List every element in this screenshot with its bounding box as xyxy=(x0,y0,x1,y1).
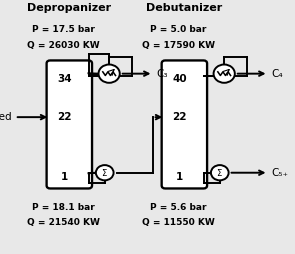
Text: C₃: C₃ xyxy=(156,69,168,79)
Text: Debutanizer: Debutanizer xyxy=(146,3,222,12)
Text: 1: 1 xyxy=(176,172,183,182)
Text: P = 18.1 bar: P = 18.1 bar xyxy=(32,203,95,212)
Text: Q = 26030 KW: Q = 26030 KW xyxy=(27,41,100,50)
Circle shape xyxy=(214,65,235,83)
Circle shape xyxy=(211,165,229,180)
Text: 34: 34 xyxy=(58,74,72,84)
Text: Depropanizer: Depropanizer xyxy=(27,3,112,12)
Text: P = 5.6 bar: P = 5.6 bar xyxy=(150,203,207,212)
Text: P = 5.0 bar: P = 5.0 bar xyxy=(150,25,207,34)
Text: C₄: C₄ xyxy=(271,69,283,79)
FancyBboxPatch shape xyxy=(47,60,92,188)
Text: P = 17.5 bar: P = 17.5 bar xyxy=(32,25,95,34)
Text: $\Sigma$: $\Sigma$ xyxy=(216,167,223,178)
Circle shape xyxy=(99,65,120,83)
Text: 40: 40 xyxy=(173,74,187,84)
FancyBboxPatch shape xyxy=(162,60,207,188)
Text: C₅₊: C₅₊ xyxy=(271,168,289,178)
Text: Feed: Feed xyxy=(0,112,12,122)
Text: Q = 21540 KW: Q = 21540 KW xyxy=(27,218,100,227)
Text: Q = 17590 KW: Q = 17590 KW xyxy=(142,41,215,50)
Text: 22: 22 xyxy=(58,112,72,122)
Text: Q = 11550 KW: Q = 11550 KW xyxy=(142,218,215,227)
Text: 1: 1 xyxy=(61,172,68,182)
Text: 22: 22 xyxy=(173,112,187,122)
Text: $\Sigma$: $\Sigma$ xyxy=(101,167,108,178)
Circle shape xyxy=(96,165,114,180)
